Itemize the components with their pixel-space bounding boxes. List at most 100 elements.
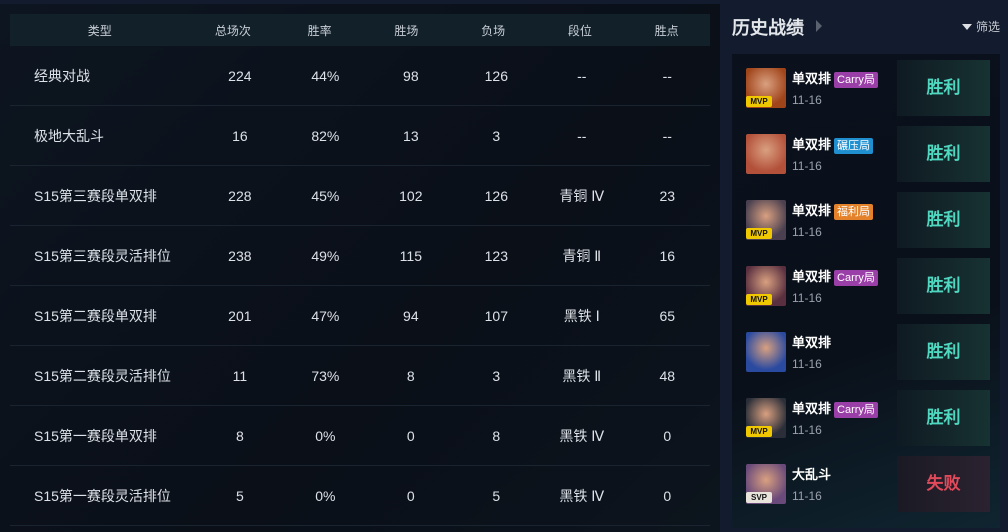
table-cell: 13 (403, 127, 419, 144)
table-cell: 102 (399, 187, 423, 204)
table-cell: 3 (492, 127, 501, 144)
table-cell: S15第二赛段单双排 (34, 307, 157, 324)
table-cell: 黑铁 Ⅱ (562, 367, 602, 384)
column-header: 总场次 (214, 23, 251, 38)
history-title: 历史战绩 (732, 18, 804, 38)
table-cell: 5 (492, 487, 501, 504)
table-cell: 青铜 Ⅳ (559, 187, 605, 204)
svp-badge: SVP (746, 492, 772, 503)
table-cell: 16 (659, 247, 676, 264)
table-cell: 8 (492, 427, 501, 444)
match-item[interactable]: MVP 单双排 Carry局 11-16 胜利 (732, 384, 1000, 450)
table-row[interactable]: 极地大乱斗 16 82% 13 3 -- -- (10, 106, 710, 166)
filter-icon (961, 24, 972, 30)
table-row[interactable]: S15第三赛段单双排 228 45% 102 126 青铜 Ⅳ 23 (10, 166, 710, 226)
filter-label: 筛选 (975, 20, 1000, 34)
table-cell: 94 (403, 307, 419, 324)
column-header: 胜率 (307, 23, 332, 38)
table-cell: 黑铁 Ⅳ (559, 427, 605, 444)
match-result: 胜利 (897, 390, 990, 446)
table-cell: 8 (406, 367, 415, 384)
table-cell: 45% (311, 187, 340, 204)
table-cell: 0 (406, 487, 415, 504)
match-tag: 福利局 (834, 204, 874, 220)
table-cell: 0 (663, 427, 672, 444)
table-row[interactable]: S15第一赛段灵活排位 5 0% 0 5 黑铁 Ⅳ 0 (10, 466, 710, 526)
table-cell: -- (662, 67, 672, 84)
match-result: 失败 (897, 456, 990, 512)
game-mode: 单双排 (792, 335, 832, 350)
table-cell: -- (577, 67, 587, 84)
table-cell: 47% (311, 307, 340, 324)
chevron-right-icon[interactable] (816, 20, 822, 32)
table-cell: 16 (232, 127, 248, 144)
match-result: 胜利 (897, 192, 990, 248)
table-cell: 73% (311, 367, 340, 384)
table-cell: 0% (315, 487, 336, 504)
match-result: 胜利 (897, 324, 990, 380)
match-tag: 碾压局 (834, 138, 874, 154)
table-cell: 126 (484, 67, 508, 84)
match-date: 11-16 (792, 225, 822, 239)
match-result: 胜利 (897, 258, 990, 314)
match-list: MVP 单双排 Carry局 11-16 胜利 单双排 碾压局 11-16 胜利 MVP 单双排 福利… (732, 54, 1000, 528)
match-item[interactable]: SVP 大乱斗 11-16 失败 (732, 450, 1000, 516)
table-row[interactable]: S15第一赛段单双排 8 0% 0 8 黑铁 Ⅳ 0 (10, 406, 710, 466)
match-date: 11-16 (792, 423, 822, 437)
table-cell: 107 (484, 307, 508, 324)
table-cell: 3 (492, 367, 501, 384)
match-tag: Carry局 (834, 270, 878, 286)
game-mode: 单双排 (792, 269, 832, 284)
mvp-badge: MVP (746, 426, 772, 437)
table-cell: 65 (659, 307, 676, 324)
match-date: 11-16 (792, 93, 822, 107)
table-cell: -- (662, 127, 672, 144)
table-cell: S15第一赛段单双排 (34, 427, 157, 444)
table-row[interactable]: S15第三赛段灵活排位 238 49% 115 123 青铜 Ⅱ 16 (10, 226, 710, 286)
table-cell: 黑铁 Ⅳ (559, 487, 605, 504)
table-cell: 黑铁 Ⅰ (563, 307, 600, 324)
table-cell: S15第三赛段灵活排位 (34, 247, 171, 264)
table-cell: 5 (235, 487, 244, 504)
table-cell: 238 (228, 247, 252, 264)
game-mode: 单双排 (792, 203, 832, 218)
table-cell: 0% (315, 427, 336, 444)
column-header: 胜点 (654, 23, 679, 38)
table-cell: 11 (232, 367, 248, 384)
match-item[interactable]: MVP 单双排 Carry局 11-16 胜利 (732, 252, 1000, 318)
table-cell: 82% (311, 127, 340, 144)
column-header: 负场 (481, 23, 506, 38)
match-item[interactable]: 单双排 碾压局 11-16 胜利 (732, 120, 1000, 186)
table-cell: 201 (228, 307, 252, 324)
game-mode: 大乱斗 (792, 467, 832, 482)
table-row[interactable]: 经典对战 224 44% 98 126 -- -- (10, 46, 710, 106)
column-header: 类型 (87, 23, 112, 38)
match-item[interactable]: MVP 单双排 福利局 11-16 胜利 (732, 186, 1000, 252)
history-panel: 历史战绩 筛选 MVP 单双排 Carry局 11-16 胜利 单双排 碾压局 11-16 胜利… (720, 0, 1008, 532)
match-date: 11-16 (792, 291, 822, 305)
table-cell: 23 (659, 187, 676, 204)
filter-button[interactable]: 筛选 (961, 18, 1000, 35)
match-date: 11-16 (792, 357, 822, 371)
table-row[interactable]: S15第二赛段单双排 201 47% 94 107 黑铁 Ⅰ 65 (10, 286, 710, 346)
champion-avatar (746, 134, 786, 174)
table-cell: 极地大乱斗 (34, 127, 104, 144)
table-cell: S15第一赛段灵活排位 (34, 487, 171, 504)
match-item[interactable]: 单双排 11-16 胜利 (732, 318, 1000, 384)
column-header: 胜场 (394, 23, 419, 38)
table-cell: 126 (484, 187, 508, 204)
table-cell: S15第三赛段单双排 (34, 187, 157, 204)
champion-avatar (746, 332, 786, 372)
game-mode: 单双排 (792, 401, 832, 416)
match-item[interactable]: MVP 单双排 Carry局 11-16 胜利 (732, 54, 1000, 120)
table-cell: S15第二赛段灵活排位 (34, 367, 171, 384)
table-cell: 经典对战 (34, 67, 90, 84)
table-cell: 49% (311, 247, 340, 264)
match-tag: Carry局 (834, 72, 878, 88)
table-cell: 228 (228, 187, 252, 204)
table-cell: -- (577, 127, 587, 144)
table-row[interactable]: S15第二赛段灵活排位 11 73% 8 3 黑铁 Ⅱ 48 (10, 346, 710, 406)
table-cell: 48 (659, 367, 676, 384)
table-cell: 青铜 Ⅱ (562, 247, 602, 264)
game-mode: 单双排 (792, 137, 832, 152)
